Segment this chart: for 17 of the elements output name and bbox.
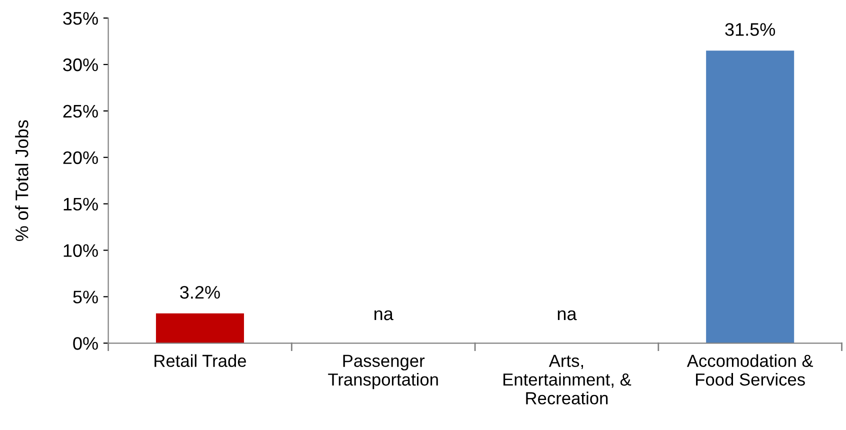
y-tick-label: 35%	[63, 12, 98, 25]
data-label: 3.2%	[180, 286, 220, 299]
y-tick-label: 10%	[64, 244, 98, 257]
text: na	[558, 310, 577, 320]
x-tick-label: Arts, Entertainment, & Recreation	[503, 354, 632, 404]
y-axis-title: % of Total Jobs	[15, 120, 28, 242]
y-tick-label: 15%	[64, 198, 98, 211]
x-tick-label: Passenger Transportation	[328, 354, 438, 390]
y-tick-label: 5%	[73, 290, 98, 304]
y-tick-label: 25%	[63, 104, 98, 118]
x-tick-label: Accomodation & Food Services	[686, 354, 814, 386]
text: na	[374, 310, 394, 320]
data-label: 31.5%	[725, 23, 776, 36]
y-tick-label: 30%	[63, 58, 98, 72]
y-tick-label: 0%	[73, 337, 98, 350]
x-tick-label: Retail Trade	[154, 354, 246, 368]
y-tick-label: 20%	[63, 151, 98, 164]
